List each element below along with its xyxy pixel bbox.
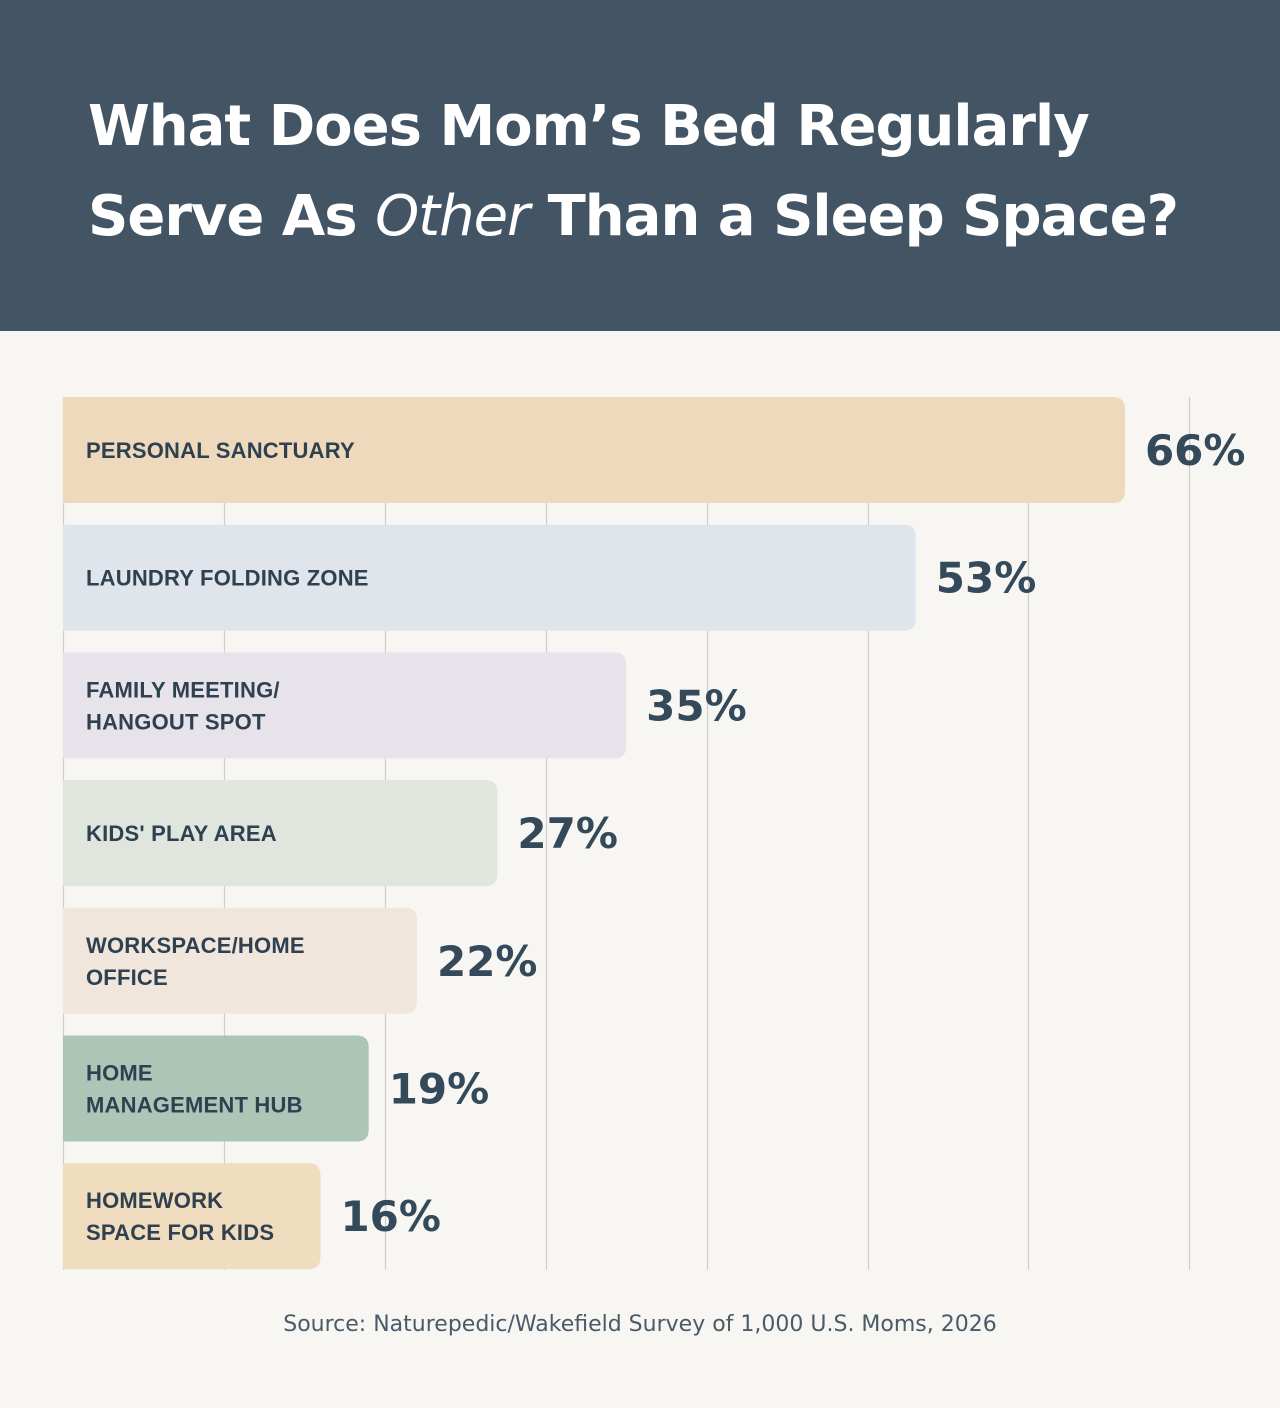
- bar: [63, 1163, 321, 1270]
- category-label-line: MANAGEMENT HUB: [86, 1093, 303, 1118]
- category-label: LAUNDRY FOLDING ZONE: [86, 566, 369, 591]
- category-label: KIDS' PLAY AREA: [86, 821, 277, 846]
- category-label-line: FAMILY MEETING/: [86, 677, 280, 702]
- category-label-line: HANGOUT SPOT: [86, 709, 266, 734]
- value-label: 16%: [340, 1192, 441, 1241]
- category-label-line: SPACE FOR KIDS: [86, 1220, 274, 1245]
- bar-group: LAUNDRY FOLDING ZONE 53%: [63, 524, 1037, 631]
- category-label-line: HOMEWORK: [86, 1188, 223, 1213]
- category-label: PERSONAL SANCTUARY: [86, 438, 355, 463]
- category-label: HOMEWORK SPACE FOR KIDS: [86, 1188, 274, 1245]
- header-banner: What Does Mom’s Bed Regularly Serve As Ot…: [0, 0, 1280, 331]
- category-label-line: KIDS' PLAY AREA: [86, 821, 277, 846]
- chart-title: What Does Mom’s Bed Regularly Serve As Ot…: [88, 82, 1258, 262]
- bar: [63, 907, 417, 1014]
- value-label: 27%: [517, 809, 618, 858]
- bar: [63, 652, 627, 759]
- value-label: 35%: [646, 681, 747, 730]
- value-label: 22%: [437, 937, 538, 986]
- value-label: 66%: [1145, 426, 1246, 475]
- title-line-2-start: Serve As: [88, 184, 376, 249]
- value-label: 53%: [936, 554, 1037, 603]
- bar: [63, 397, 1125, 503]
- category-label: WORKSPACE/HOME OFFICE: [86, 933, 305, 990]
- title-emphasis: Other: [375, 184, 530, 249]
- category-label-line: LAUNDRY FOLDING ZONE: [86, 566, 369, 591]
- category-label-line: WORKSPACE/HOME: [86, 933, 305, 958]
- bars: PERSONAL SANCTUARY 66% LAUNDRY FOLDING ZON…: [63, 397, 1245, 1270]
- title-line-2-end: Than a Sleep Space?: [529, 184, 1179, 249]
- bar-group: WORKSPACE/HOME OFFICE 22%: [63, 907, 538, 1014]
- category-label: FAMILY MEETING/HANGOUT SPOT: [86, 677, 280, 734]
- bar: [63, 524, 916, 631]
- category-label-line: PERSONAL SANCTUARY: [86, 438, 355, 463]
- bar-group: PERSONAL SANCTUARY 66%: [63, 397, 1245, 503]
- category-label: HOME MANAGEMENT HUB: [86, 1061, 303, 1118]
- bar-group: HOMEWORK SPACE FOR KIDS 16%: [63, 1163, 441, 1270]
- bar: [63, 1035, 369, 1142]
- bar-group: FAMILY MEETING/HANGOUT SPOT 35%: [63, 652, 747, 759]
- source-note: Source: Naturepedic/Wakefield Survey of …: [283, 1312, 997, 1337]
- category-label-line: HOME: [86, 1061, 153, 1086]
- bar-group: HOME MANAGEMENT HUB 19%: [63, 1035, 490, 1142]
- value-label: 19%: [389, 1065, 490, 1114]
- bar-group: KIDS' PLAY AREA 27%: [63, 780, 618, 887]
- title-line-1: What Does Mom’s Bed Regularly: [88, 94, 1090, 159]
- bar-chart: PERSONAL SANCTUARY 66% LAUNDRY FOLDING ZON…: [62, 397, 1245, 1270]
- bar: [63, 780, 498, 887]
- category-label-line: OFFICE: [86, 965, 168, 990]
